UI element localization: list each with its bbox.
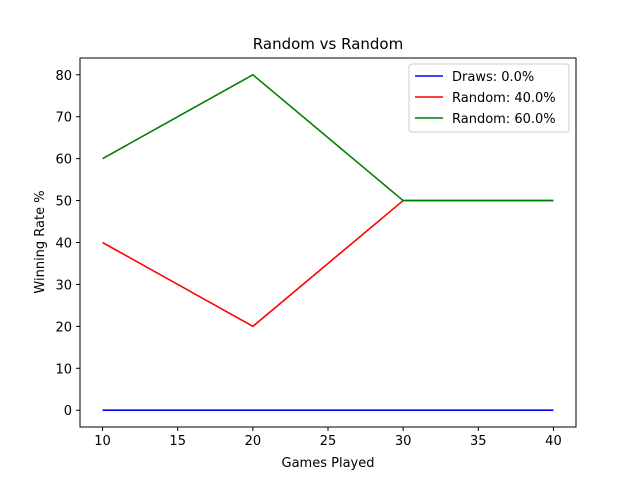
y-tick-label: 80 [55,69,72,84]
legend-item: Random: 40.0% [415,91,556,106]
legend: Draws: 0.0% Random: 40.0% Random: 60.0% [408,63,570,133]
y-axis-label: Winning Rate % [33,190,48,293]
y-tick-label: 0 [64,404,72,419]
y-tick-label: 50 [55,195,72,210]
legend-label: Random: 40.0% [452,91,556,106]
y-tick-label: 20 [55,320,72,335]
x-axis-label: Games Played [282,456,375,471]
y-tick-label: 30 [55,278,72,293]
x-axis-ticks: 10 15 20 25 30 35 40 [94,427,562,449]
legend-box [408,63,570,133]
legend-label: Draws: 0.0% [452,70,534,85]
x-tick-label: 30 [395,434,412,449]
legend-label: Random: 60.0% [452,112,556,127]
y-tick-label: 10 [55,362,72,377]
x-tick-label: 15 [169,434,186,449]
chart-title: Random vs Random [253,35,403,53]
x-tick-label: 25 [320,434,337,449]
legend-item: Random: 60.0% [415,112,556,127]
series-line-2 [102,73,554,202]
x-tick-label: 20 [245,434,262,449]
y-tick-label: 40 [55,237,72,252]
series-line-1 [102,199,554,328]
series-layer [102,73,554,412]
y-axis-ticks: 0 10 20 30 40 50 60 70 80 [55,69,80,419]
y-tick-label: 60 [55,153,72,168]
x-tick-label: 10 [94,434,111,449]
legend-item: Draws: 0.0% [415,70,534,85]
y-tick-label: 70 [55,111,72,126]
x-tick-label: 35 [470,434,487,449]
x-tick-label: 40 [545,434,562,449]
